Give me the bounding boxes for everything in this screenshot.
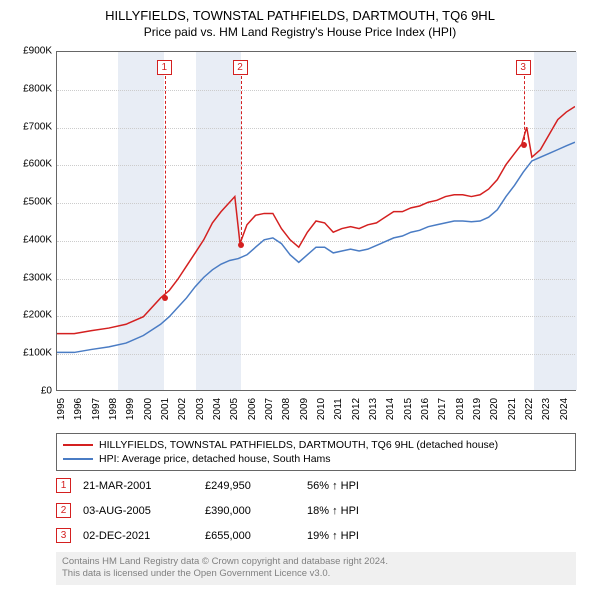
sales-date: 21-MAR-2001 <box>83 480 193 492</box>
series-red <box>57 106 575 333</box>
sale-marker-2: 2 <box>233 60 248 75</box>
y-tick-label: £600K <box>23 159 52 170</box>
sale-marker-1: 1 <box>157 60 172 75</box>
line-plot <box>57 52 575 390</box>
title-main: HILLYFIELDS, TOWNSTAL PATHFIELDS, DARTMO… <box>12 8 588 23</box>
y-axis: £0£100K£200K£300K£400K£500K£600K£700K£80… <box>12 51 54 391</box>
x-tick-label: 1996 <box>73 398 84 420</box>
legend-item: HILLYFIELDS, TOWNSTAL PATHFIELDS, DARTMO… <box>63 438 569 452</box>
sales-pct: 19% ↑ HPI <box>307 530 417 542</box>
sales-price: £249,950 <box>205 480 295 492</box>
x-tick-label: 2004 <box>212 398 223 420</box>
sales-table: 1 21-MAR-2001 £249,950 56% ↑ HPI 2 03-AUG-200… <box>56 473 576 548</box>
x-tick-label: 2018 <box>455 398 466 420</box>
x-tick-label: 2017 <box>437 398 448 420</box>
chart-titles: HILLYFIELDS, TOWNSTAL PATHFIELDS, DARTMO… <box>12 8 588 39</box>
legend-label: HILLYFIELDS, TOWNSTAL PATHFIELDS, DARTMO… <box>99 439 498 451</box>
y-tick-label: £700K <box>23 121 52 132</box>
footer-line-1: Contains HM Land Registry data © Crown c… <box>62 556 570 568</box>
sale-marker-dot <box>162 295 168 301</box>
x-tick-label: 2024 <box>559 398 570 420</box>
x-axis: 1995 1996 1997 1998 1999 2000 2001 2002 2003 2004… <box>56 393 576 423</box>
sale-marker-3: 3 <box>516 60 531 75</box>
x-tick-label: 2016 <box>420 398 431 420</box>
y-tick-label: £400K <box>23 234 52 245</box>
x-tick-label: 2001 <box>160 398 171 420</box>
sales-pct: 56% ↑ HPI <box>307 480 417 492</box>
x-tick-label: 2015 <box>403 398 414 420</box>
x-tick-label: 2008 <box>281 398 292 420</box>
x-tick-label: 2014 <box>385 398 396 420</box>
x-tick-label: 1999 <box>125 398 136 420</box>
x-tick-label: 1997 <box>91 398 102 420</box>
sales-marker: 1 <box>56 478 71 493</box>
legend-swatch <box>63 444 93 446</box>
x-tick-label: 2011 <box>333 398 344 420</box>
y-tick-label: £300K <box>23 272 52 283</box>
y-tick-label: £100K <box>23 348 52 359</box>
x-tick-label: 2003 <box>195 398 206 420</box>
x-tick-label: 2010 <box>316 398 327 420</box>
x-tick-label: 2021 <box>507 398 518 420</box>
x-tick-label: 1995 <box>56 398 67 420</box>
sales-row: 1 21-MAR-2001 £249,950 56% ↑ HPI <box>56 473 576 498</box>
x-tick-label: 2002 <box>177 398 188 420</box>
x-tick-label: 1998 <box>108 398 119 420</box>
x-tick-label: 2023 <box>541 398 552 420</box>
sales-pct: 18% ↑ HPI <box>307 505 417 517</box>
x-tick-label: 2007 <box>264 398 275 420</box>
sales-row: 2 03-AUG-2005 £390,000 18% ↑ HPI <box>56 498 576 523</box>
legend-label: HPI: Average price, detached house, Sout… <box>99 453 331 465</box>
x-tick-label: 2022 <box>524 398 535 420</box>
sales-date: 02-DEC-2021 <box>83 530 193 542</box>
x-tick-label: 2020 <box>489 398 500 420</box>
y-tick-label: £500K <box>23 197 52 208</box>
footer-note: Contains HM Land Registry data © Crown c… <box>56 552 576 585</box>
sale-marker-dot <box>521 142 527 148</box>
x-tick-label: 2013 <box>368 398 379 420</box>
chart-area: £0 £100K £200K £300K £400K £500K £600K £700K £80… <box>12 47 588 427</box>
y-tick-label: £200K <box>23 310 52 321</box>
sales-marker: 3 <box>56 528 71 543</box>
y-tick-label: £800K <box>23 83 52 94</box>
sales-marker: 2 <box>56 503 71 518</box>
y-tick-label: £0 <box>41 386 52 397</box>
x-tick-label: 2005 <box>229 398 240 420</box>
x-tick-label: 2000 <box>143 398 154 420</box>
y-tick-label: £900K <box>23 46 52 57</box>
legend: HILLYFIELDS, TOWNSTAL PATHFIELDS, DARTMO… <box>56 433 576 471</box>
x-tick-label: 2012 <box>351 398 362 420</box>
x-tick-label: 2019 <box>472 398 483 420</box>
sales-date: 03-AUG-2005 <box>83 505 193 517</box>
sales-row: 3 02-DEC-2021 £655,000 19% ↑ HPI <box>56 523 576 548</box>
plot: 1 2 3 <box>56 51 576 391</box>
x-tick-label: 2006 <box>247 398 258 420</box>
sales-price: £655,000 <box>205 530 295 542</box>
title-sub: Price paid vs. HM Land Registry's House … <box>12 25 588 39</box>
x-tick-label: 2009 <box>299 398 310 420</box>
sale-marker-dot <box>238 242 244 248</box>
sales-price: £390,000 <box>205 505 295 517</box>
footer-line-2: This data is licensed under the Open Gov… <box>62 568 570 580</box>
legend-item: HPI: Average price, detached house, Sout… <box>63 452 569 466</box>
legend-swatch <box>63 458 93 460</box>
